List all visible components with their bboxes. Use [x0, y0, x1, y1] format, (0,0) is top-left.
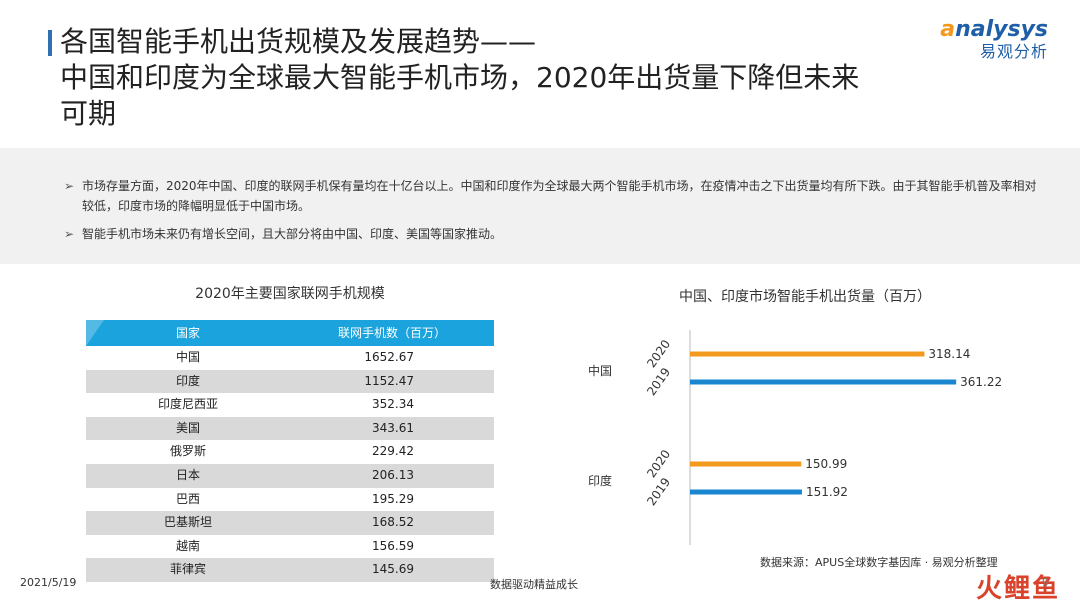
cell-value: 229.42 [372, 444, 414, 459]
cell-value: 206.13 [372, 467, 414, 482]
footer-date: 2021/5/19 [20, 576, 77, 589]
footer-slogan: 数据驱动精益成长 [490, 578, 578, 591]
arrow-bullet-icon: ➢ [64, 227, 75, 241]
connected-phones-table: 国家 联网手机数（百万） 中国 1652.67 印度 1152.47 印度尼西亚 35… [86, 320, 494, 582]
page-number: 9 [1042, 576, 1049, 589]
summary-bullet-1: ➢ 市场存量方面，2020年中国、印度的联网手机保有量均在十亿台以上。中国和印度… [64, 176, 1044, 216]
cell-country: 俄罗斯 [169, 444, 206, 459]
table-row: 印度 1152.47 [86, 369, 494, 394]
title-accent-bar [48, 30, 52, 56]
cell-value: 1152.47 [364, 373, 414, 388]
page-title-line-3: 可期 [60, 97, 117, 130]
bar-2019 [690, 379, 957, 385]
cell-country: 美国 [175, 420, 200, 435]
cell-value: 343.61 [372, 420, 414, 435]
table-row: 菲律宾 145.69 [86, 558, 494, 582]
summary-bullet-text: 智能手机市场未来仍有增长空间，且大部分将由中国、印度、美国等国家推动。 [82, 227, 503, 241]
watermark-logo: 火鲤鱼 [975, 574, 1060, 604]
cell-country: 巴基斯坦 [163, 515, 212, 530]
column-header-country: 国家 [175, 326, 200, 340]
page-title-line-2: 中国和印度为全球最大智能手机市场，2020年出货量下降但未来 [60, 61, 860, 94]
cell-value: 156.59 [372, 538, 414, 553]
page-title-line-1: 各国智能手机出货规模及发展趋势—— [60, 25, 537, 58]
table-row: 印度尼西亚 352.34 [86, 393, 494, 417]
header-notch [86, 320, 104, 346]
series-tick-label: 2019 [644, 475, 673, 508]
table-row: 中国 1652.67 [86, 346, 494, 370]
cell-value: 195.29 [372, 491, 414, 506]
page-title: 各国智能手机出货规模及发展趋势—— 中国和印度为全球最大智能手机市场，2020年… [60, 24, 980, 132]
data-label: 318.14 [928, 347, 970, 361]
cell-country: 印度尼西亚 [157, 397, 218, 412]
category-label: 印度 [588, 473, 612, 488]
analysys-logo: analysys 易观分析 [938, 18, 1048, 62]
table-row: 越南 156.59 [86, 535, 494, 559]
bar-2019 [690, 489, 802, 495]
category-label: 中国 [588, 363, 612, 378]
table-row: 日本 206.13 [86, 463, 494, 488]
summary-bullet-text: 市场存量方面，2020年中国、印度的联网手机保有量均在十亿台以上。中国和印度作为… [82, 179, 1037, 213]
cell-country: 越南 [175, 538, 200, 553]
series-tick-label: 2020 [644, 337, 673, 370]
series-tick-label: 2020 [644, 447, 673, 480]
table-row: 巴基斯坦 168.52 [86, 511, 494, 535]
data-label: 361.22 [960, 375, 1002, 389]
data-source-note: 数据来源：APUS全球数字基因库 · 易观分析整理 [760, 556, 998, 569]
cell-country: 菲律宾 [169, 562, 206, 577]
data-label: 151.92 [806, 485, 848, 499]
cell-value: 352.34 [372, 397, 414, 412]
bar-2020 [690, 461, 802, 467]
table-header: 国家 联网手机数（百万） [86, 320, 494, 346]
chart-title: 中国、印度市场智能手机出货量（百万） [679, 289, 931, 305]
logo-chinese: 易观分析 [979, 42, 1048, 61]
cell-country: 巴西 [175, 491, 200, 506]
cell-value: 168.52 [372, 515, 414, 530]
bar-2020 [690, 351, 925, 357]
cell-value: 1652.67 [364, 350, 414, 364]
data-label: 150.99 [805, 457, 847, 471]
table-title: 2020年主要国家联网手机规模 [195, 286, 385, 302]
arrow-bullet-icon: ➢ [64, 179, 75, 193]
summary-panel [0, 148, 1080, 264]
shipment-bar-chart: 中国 318.14 2020 361.22 2019 印度 150.99 2020 151.92… [588, 330, 1002, 545]
logo-english: analysys [940, 17, 1048, 42]
cell-value: 145.69 [372, 562, 414, 577]
column-header-devices: 联网手机数（百万） [337, 326, 446, 340]
summary-bullet-2: ➢ 智能手机市场未来仍有增长空间，且大部分将由中国、印度、美国等国家推动。 [64, 224, 1044, 244]
cell-country: 印度 [175, 373, 200, 388]
table-row: 巴西 195.29 [86, 488, 494, 512]
table-row: 美国 343.61 [86, 416, 494, 441]
cell-country: 中国 [175, 350, 200, 364]
series-tick-label: 2019 [644, 365, 673, 398]
table-row: 俄罗斯 229.42 [86, 440, 494, 464]
cell-country: 日本 [175, 467, 200, 482]
